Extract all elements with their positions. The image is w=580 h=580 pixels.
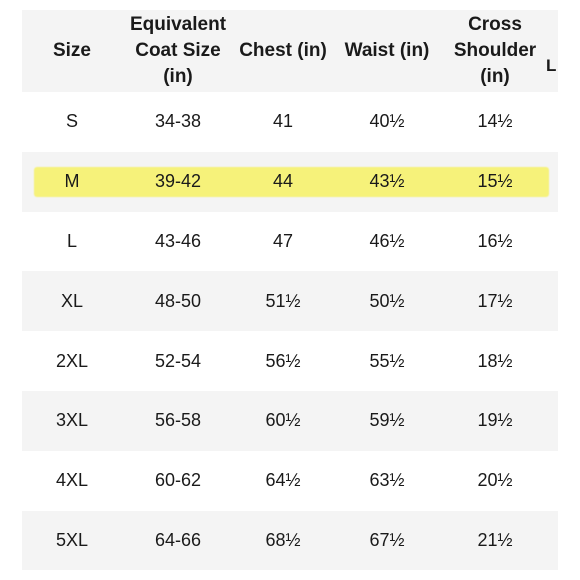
cell-coat-size: 48-50 <box>154 290 202 311</box>
cell-cross-shoulder: 17½ <box>477 290 513 311</box>
header-chest: Chest (in) <box>234 38 332 64</box>
header-coat-size: Equivalent Coat Size (in) <box>122 12 234 90</box>
cell-coat-size: 39-42 <box>154 171 202 192</box>
header-cross-shoulder-line-1: Cross <box>468 14 522 35</box>
cell-chest: 47 <box>272 230 294 251</box>
table-row: L 43-46 47 46½ 16½ <box>22 212 558 272</box>
size-chart-table: Size Equivalent Coat Size (in) Chest (in… <box>22 10 558 571</box>
cell-size: 4XL <box>55 470 89 491</box>
cell-size: 3XL <box>55 410 89 431</box>
cell-cross-shoulder: 16½ <box>477 230 513 251</box>
row-highlight-marker <box>34 166 549 197</box>
header-waist-line: Waist (in) <box>344 40 430 61</box>
header-coat-size-line-1: Equivalent <box>129 14 227 35</box>
cell-cross-shoulder: 15½ <box>477 171 513 192</box>
cell-chest: 51½ <box>265 290 301 311</box>
table-row: 4XL 60-62 64½ 63½ 20½ <box>22 451 558 511</box>
cell-chest: 64½ <box>265 470 301 491</box>
table-row: 5XL 64-66 68½ 67½ 21½ <box>22 510 558 571</box>
header-coat-size-line-2: Coat Size <box>135 40 221 61</box>
cell-waist: 55½ <box>369 350 405 371</box>
table-row: S 34-38 41 40½ 14½ <box>22 92 558 152</box>
cell-waist: 59½ <box>369 410 405 431</box>
cell-size: 2XL <box>55 350 89 371</box>
cell-cross-shoulder: 19½ <box>477 410 513 431</box>
table-row: XL 48-50 51½ 50½ 17½ <box>22 271 558 332</box>
cell-coat-size: 43-46 <box>154 230 202 251</box>
cell-coat-size: 52-54 <box>154 350 202 371</box>
cell-chest: 41 <box>272 111 294 132</box>
header-coat-size-line-3: (in) <box>163 66 193 87</box>
header-cross-shoulder-line-3: (in) <box>480 66 510 87</box>
header-waist: Waist (in) <box>332 38 442 64</box>
cell-waist: 46½ <box>369 230 405 251</box>
cell-coat-size: 34-38 <box>154 111 202 132</box>
header-size: Size <box>22 38 122 64</box>
cell-size: M <box>64 171 80 192</box>
table-row: 2XL 52-54 56½ 55½ 18½ <box>22 331 558 391</box>
cell-waist: 63½ <box>369 470 405 491</box>
cell-waist: 40½ <box>369 111 405 132</box>
cell-chest: 44 <box>272 171 294 192</box>
cut-off-header-fragment: L <box>546 56 557 75</box>
header-chest-line: Chest (in) <box>239 40 327 61</box>
cell-chest: 56½ <box>265 350 301 371</box>
cell-size: 5XL <box>55 529 89 550</box>
cell-cross-shoulder: 21½ <box>477 529 513 550</box>
cell-coat-size: 64-66 <box>154 529 202 550</box>
header-size-line: Size <box>52 40 92 61</box>
cell-coat-size: 60-62 <box>154 470 202 491</box>
cell-waist: 43½ <box>369 171 405 192</box>
header-cross-shoulder: Cross Shoulder (in) <box>442 12 548 90</box>
cell-cross-shoulder: 20½ <box>477 470 513 491</box>
cell-coat-size: 56-58 <box>154 410 202 431</box>
cell-cross-shoulder: 14½ <box>477 111 513 132</box>
header-cross-shoulder-line-2: Shoulder <box>453 40 537 61</box>
cell-size: S <box>65 111 78 132</box>
cell-chest: 60½ <box>265 410 301 431</box>
cell-size: L <box>66 230 77 251</box>
table-row-highlighted: M 39-42 44 43½ 15½ <box>22 151 558 212</box>
cell-waist: 67½ <box>369 529 405 550</box>
cell-cross-shoulder: 18½ <box>477 350 513 371</box>
table-row: 3XL 56-58 60½ 59½ 19½ <box>22 390 558 451</box>
cell-size: XL <box>60 290 84 311</box>
cell-waist: 50½ <box>369 290 405 311</box>
table-header-row: Size Equivalent Coat Size (in) Chest (in… <box>22 10 558 92</box>
cell-chest: 68½ <box>265 529 301 550</box>
